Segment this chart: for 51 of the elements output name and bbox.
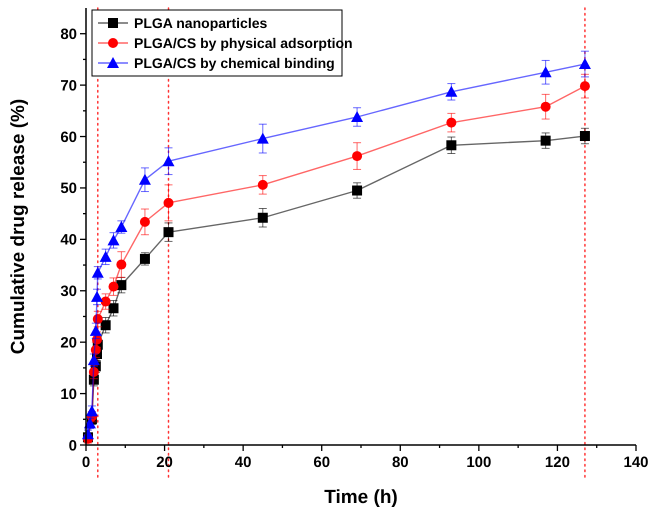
x-tick-label: 120 (544, 454, 570, 471)
point (91, 290, 103, 302)
point (540, 136, 551, 146)
y-tick-label: 20 (60, 334, 77, 352)
y-tick-label: 0 (68, 437, 77, 454)
x-axis-title: Time (h) (324, 487, 398, 508)
x-tick-label: 100 (466, 454, 492, 471)
x-tick-label: 80 (392, 454, 409, 471)
y-tick-label: 70 (60, 77, 77, 94)
y-tick-label: 60 (60, 128, 77, 146)
point (108, 282, 118, 292)
point (100, 296, 111, 307)
legend-label: PLGA/CS by chemical binding (134, 54, 335, 71)
point (540, 102, 551, 112)
point (580, 81, 590, 92)
y-tick-label: 10 (60, 386, 77, 403)
point (352, 151, 362, 162)
point (258, 180, 268, 190)
y-tick-label: 30 (60, 283, 77, 300)
x-tick-label: 20 (156, 454, 173, 471)
y-tick-label: 50 (60, 180, 77, 198)
point (446, 118, 456, 128)
point (138, 174, 151, 185)
point (92, 334, 102, 345)
point (351, 110, 364, 122)
point (540, 66, 552, 78)
x-tick-label: 40 (234, 454, 252, 471)
point (352, 186, 362, 196)
point (90, 324, 102, 336)
y-tick-label: 40 (60, 232, 77, 249)
point (256, 132, 269, 144)
point (100, 320, 111, 330)
y-tick-label: 80 (60, 26, 77, 43)
point (92, 314, 103, 324)
point (116, 260, 126, 270)
point (164, 198, 174, 208)
y-axis-title: Cumulative drug release (%) (8, 98, 29, 354)
point (446, 140, 456, 150)
x-tick-label: 0 (82, 454, 90, 471)
point (445, 86, 458, 97)
point (162, 155, 174, 166)
point (258, 212, 268, 223)
point (140, 216, 150, 227)
point (580, 131, 590, 142)
x-tick-label: 140 (623, 454, 649, 471)
point (108, 303, 118, 314)
legend-label: PLGA nanoparticles (134, 14, 268, 31)
point (164, 227, 174, 238)
point (578, 58, 591, 70)
x-tick-label: 60 (313, 454, 330, 471)
point (90, 344, 101, 355)
